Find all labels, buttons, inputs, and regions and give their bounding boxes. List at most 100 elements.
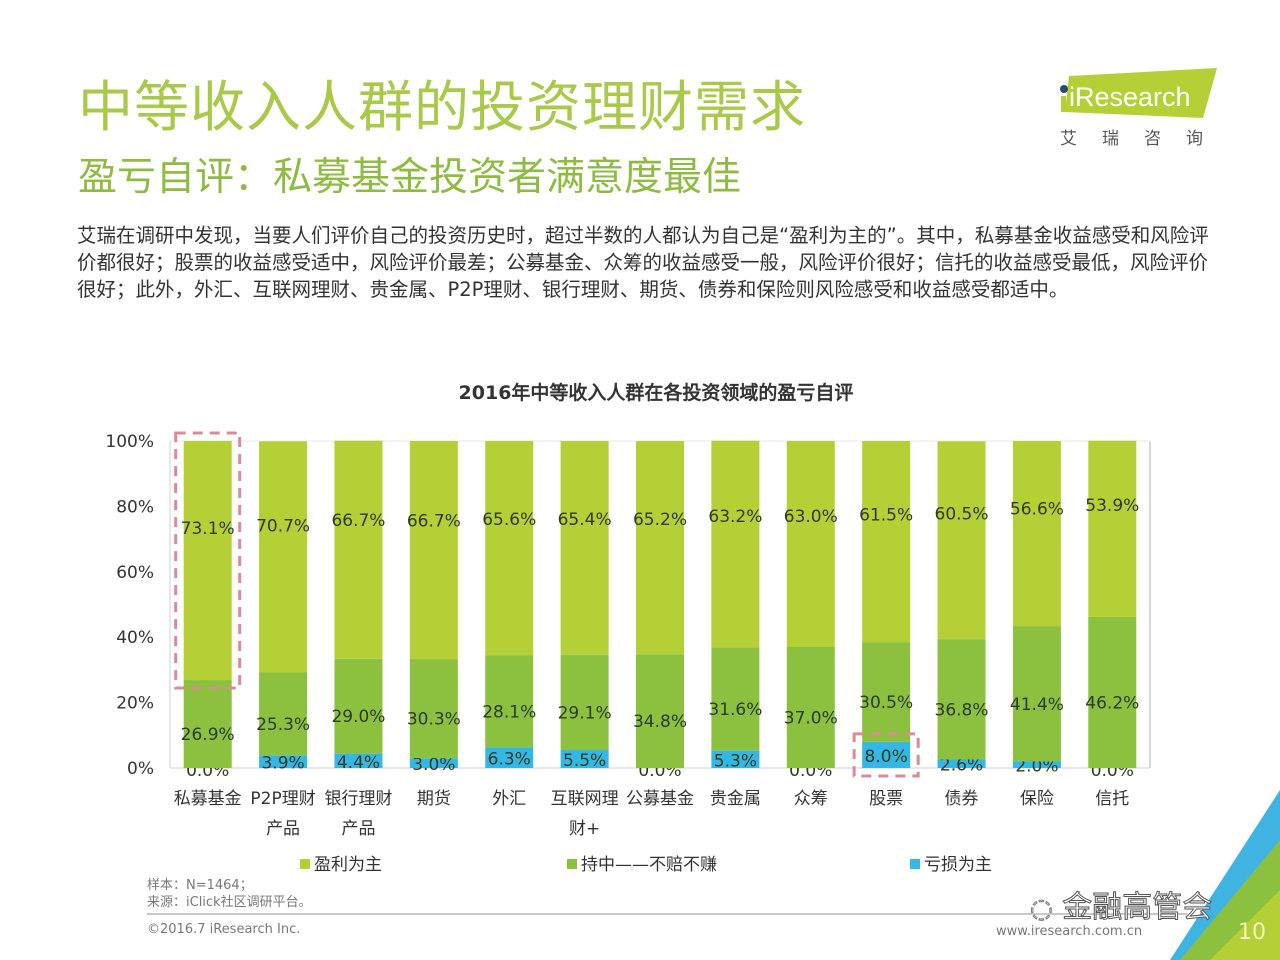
bar-segment: [711, 647, 760, 751]
logo-text: iResearch: [1069, 82, 1191, 112]
data-label: 70.7%: [256, 517, 310, 537]
bar-segment: [786, 441, 835, 648]
bar-segment: [485, 655, 534, 748]
data-label: 3.0%: [412, 755, 455, 775]
bar-segment: [560, 654, 609, 751]
bar-segment: [259, 441, 308, 673]
bar-segment: [560, 441, 609, 655]
data-label: 28.1%: [482, 702, 536, 722]
sample-note: 样本：N=1464；: [147, 878, 253, 893]
legend-label-neutral: 持中——不赔不赚: [581, 855, 717, 875]
source-note: 来源：iClick社区调研平台。: [147, 895, 312, 910]
data-label: 66.7%: [331, 511, 385, 531]
bar-segment: [485, 747, 534, 768]
watermark: ◌ 金融高管会: [1030, 882, 1213, 926]
bar-segment: [711, 750, 760, 768]
logo-banner: [1065, 68, 1217, 118]
data-label: 46.2%: [1085, 693, 1139, 713]
bar-segment: [862, 642, 911, 742]
data-label: 66.7%: [407, 512, 461, 532]
data-label: 56.6%: [1010, 500, 1064, 520]
data-label: 4.4%: [337, 753, 380, 773]
data-label: 3.9%: [261, 754, 304, 774]
data-label: 31.6%: [708, 700, 762, 720]
bar-segment: [1012, 761, 1061, 768]
bar-segment: [1012, 441, 1061, 627]
x-tick-label: 产品: [341, 819, 375, 839]
y-tick-label: 0%: [127, 759, 154, 779]
x-tick-label: 互联网理: [551, 789, 619, 809]
x-tick-label: 外汇: [492, 789, 526, 809]
legend-swatch-loss: [910, 859, 920, 869]
x-tick-label: P2P理财: [250, 789, 315, 809]
data-label: 63.2%: [708, 507, 762, 527]
data-label: 2.6%: [940, 756, 983, 776]
x-tick-label: 贵金属: [710, 789, 761, 809]
data-label: 53.9%: [1085, 496, 1139, 516]
bar-segment: [937, 759, 986, 768]
bar-segment: [636, 654, 684, 768]
data-label: 73.1%: [181, 519, 235, 539]
corner-decoration: [1170, 790, 1280, 960]
legend-label-loss: 亏损为主: [924, 855, 992, 875]
data-label: 30.5%: [859, 693, 913, 713]
bar-segment: [711, 440, 760, 648]
bar-segment: [786, 647, 835, 768]
bar-segment: [334, 753, 383, 768]
bar-segment: [862, 441, 911, 643]
data-label: 34.8%: [633, 712, 687, 732]
x-tick-label: 众筹: [794, 789, 828, 809]
bar-segment: [409, 758, 458, 768]
data-label: 2.0%: [1015, 757, 1058, 777]
page-number: 10: [1238, 920, 1266, 945]
data-label: 65.4%: [558, 510, 612, 530]
logo-dot: [1060, 85, 1068, 93]
wechat-icon: ◌: [1030, 894, 1054, 925]
bar-segment: [334, 440, 383, 659]
x-tick-label: 公募基金: [626, 789, 694, 809]
page-title: 中等收入人群的投资理财需求: [78, 75, 807, 139]
data-label: 41.4%: [1010, 695, 1064, 715]
bar-segment: [1012, 626, 1061, 762]
data-label: 60.5%: [935, 505, 989, 525]
bar-segment: [937, 441, 986, 640]
bar-segment: [1088, 616, 1137, 768]
x-tick-label: 私募基金: [174, 789, 242, 809]
stacked-bar-chart: 0%20%40%60%80%100%0.0%26.9%73.1%私募基金3.9%…: [105, 431, 1151, 839]
bar-segment: [409, 441, 458, 660]
x-tick-label: 信托: [1095, 789, 1129, 809]
chart-title: 2016年中等收入人群在各投资领域的盈亏自评: [458, 382, 854, 404]
y-tick-label: 20%: [116, 694, 154, 714]
data-label: 37.0%: [784, 709, 838, 729]
logo-i-stem: [1061, 96, 1066, 112]
website-url: www.iresearch.com.cn: [996, 924, 1143, 939]
x-tick-label: 银行理财: [324, 789, 392, 809]
data-label: 61.5%: [859, 505, 913, 525]
y-tick-label: 80%: [116, 497, 154, 517]
bar-segment: [409, 659, 458, 759]
bar-segment: [485, 441, 534, 656]
data-label: 30.3%: [407, 710, 461, 730]
x-tick-label: 债券: [945, 789, 979, 809]
data-label: 29.0%: [331, 707, 385, 727]
legend-item-neutral: 持中——不赔不赚: [567, 850, 717, 875]
x-tick-label: 期货: [417, 789, 451, 809]
legend-item-loss: 亏损为主: [910, 850, 992, 875]
bar-segment: [1088, 440, 1137, 617]
corner-lime-stripe: [1210, 890, 1280, 960]
x-tick-label: 保险: [1020, 789, 1054, 809]
data-label: 29.1%: [558, 703, 612, 723]
footer-divider: [147, 913, 1187, 915]
bar-segment: [862, 741, 911, 768]
data-label: 5.3%: [714, 751, 757, 771]
legend-swatch-neutral: [567, 859, 577, 869]
bar-segment: [334, 658, 383, 754]
bar-segment: [560, 750, 609, 768]
x-tick-label: 产品: [266, 819, 300, 839]
highlight-box: [174, 431, 242, 690]
description-paragraph: 艾瑞在调研中发现，当要人们评价自己的投资历史时，超过半数的人都认为自己是“盈利为…: [77, 224, 1209, 301]
data-label: 26.9%: [181, 725, 235, 745]
data-label: 65.6%: [482, 510, 536, 530]
legend-label-profit: 盈利为主: [314, 855, 382, 875]
legend-item-profit: 盈利为主: [300, 850, 382, 875]
